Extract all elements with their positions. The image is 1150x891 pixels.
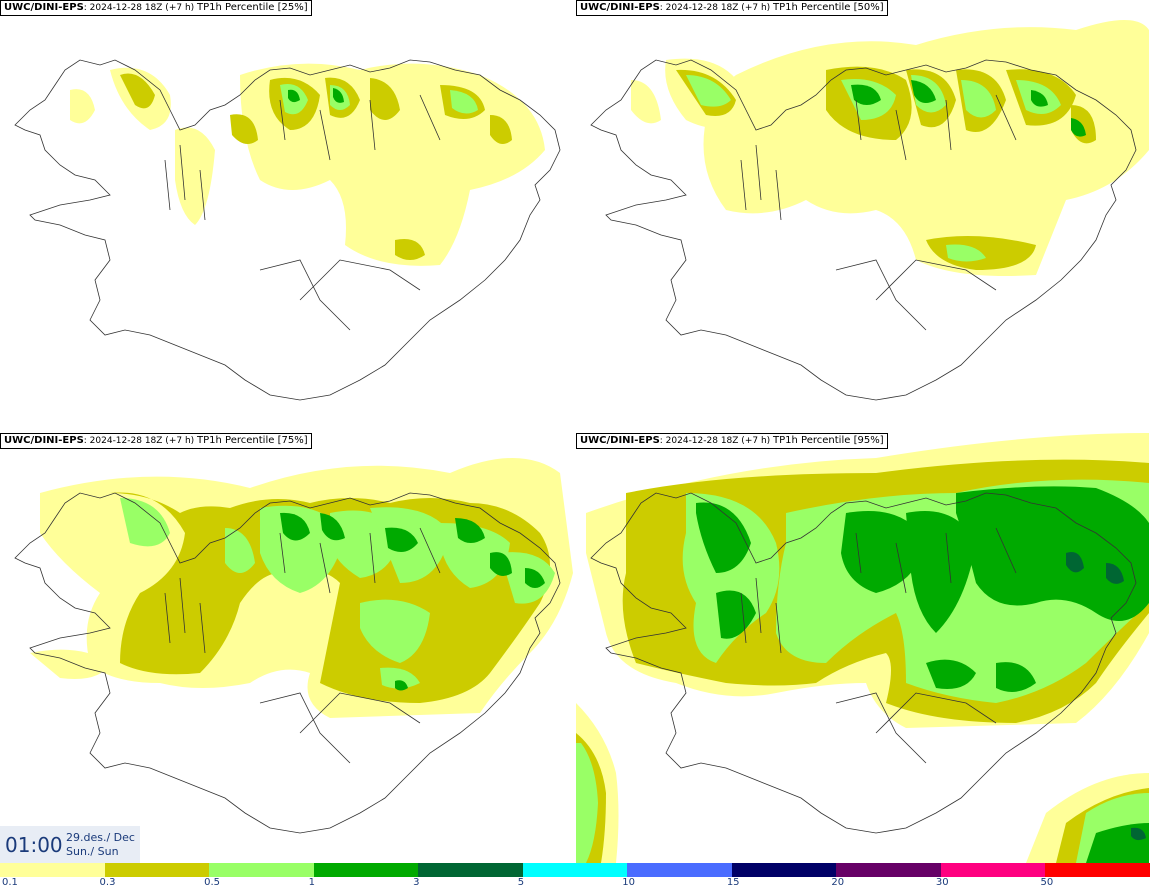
legend-label: 1 (308, 877, 315, 888)
legend-swatch (731, 863, 838, 877)
legend-label: 3 (413, 877, 420, 888)
legend-swatch (836, 863, 942, 877)
legend-swatch (1045, 863, 1150, 877)
legend-label: 10 (622, 877, 635, 888)
map-panel-75: UWC/DINI-EPS: 2024-12-28 18Z (+7 h) TP1h… (0, 433, 573, 863)
legend-label: 5 (517, 877, 525, 888)
map-panel-25: UWC/DINI-EPS: 2024-12-28 18Z (+7 h) TP1h… (0, 0, 573, 430)
precip-field (70, 63, 545, 266)
valid-time: 01:00 (5, 833, 63, 857)
legend-label: 0.5 (204, 877, 220, 888)
precip-field (30, 458, 573, 718)
panel-title: UWC/DINI-EPS: 2024-12-28 18Z (+7 h) TP1h… (576, 433, 888, 449)
precip-map (14, 458, 573, 834)
precip-map (576, 433, 1149, 863)
coastline (14, 492, 561, 834)
legend-swatch (940, 863, 1047, 877)
precip-field (576, 433, 1149, 863)
legend-swatch (0, 863, 106, 877)
legend-swatch (104, 863, 211, 877)
legend-swatch (313, 863, 420, 877)
map-panel-95: UWC/DINI-EPS: 2024-12-28 18Z (+7 h) TP1h… (576, 433, 1149, 863)
legend-swatch (522, 863, 629, 877)
legend-label: 30 (935, 877, 949, 888)
legend-swatch (418, 863, 524, 877)
valid-date: 29.des./ Dec Sun./ Sun (66, 831, 135, 858)
panel-title: UWC/DINI-EPS: 2024-12-28 18Z (+7 h) TP1h… (0, 433, 312, 449)
legend-swatch (627, 863, 733, 877)
coastline (590, 59, 1137, 401)
legend-label: 50 (1040, 877, 1054, 888)
legend-label: 15 (726, 877, 740, 888)
precip-map (14, 59, 561, 401)
precip-field (631, 20, 1149, 276)
legend-label: 0.1 (2, 877, 18, 888)
legend-label: 0.3 (99, 877, 116, 888)
valid-time-box: 01:00 29.des./ Dec Sun./ Sun (0, 826, 140, 863)
panel-title: UWC/DINI-EPS: 2024-12-28 18Z (+7 h) TP1h… (576, 0, 888, 16)
map-panel-50: UWC/DINI-EPS: 2024-12-28 18Z (+7 h) TP1h… (576, 0, 1149, 430)
precip-map (590, 20, 1149, 401)
coastline (14, 59, 561, 401)
color-legend: 0.1 0.3 0.5 1 3 5 10 15 20 30 50 (0, 863, 1150, 891)
legend-label: 20 (831, 877, 845, 888)
legend-swatch (209, 863, 315, 877)
coastline (590, 492, 1137, 834)
panel-title: UWC/DINI-EPS: 2024-12-28 18Z (+7 h) TP1h… (0, 0, 312, 16)
